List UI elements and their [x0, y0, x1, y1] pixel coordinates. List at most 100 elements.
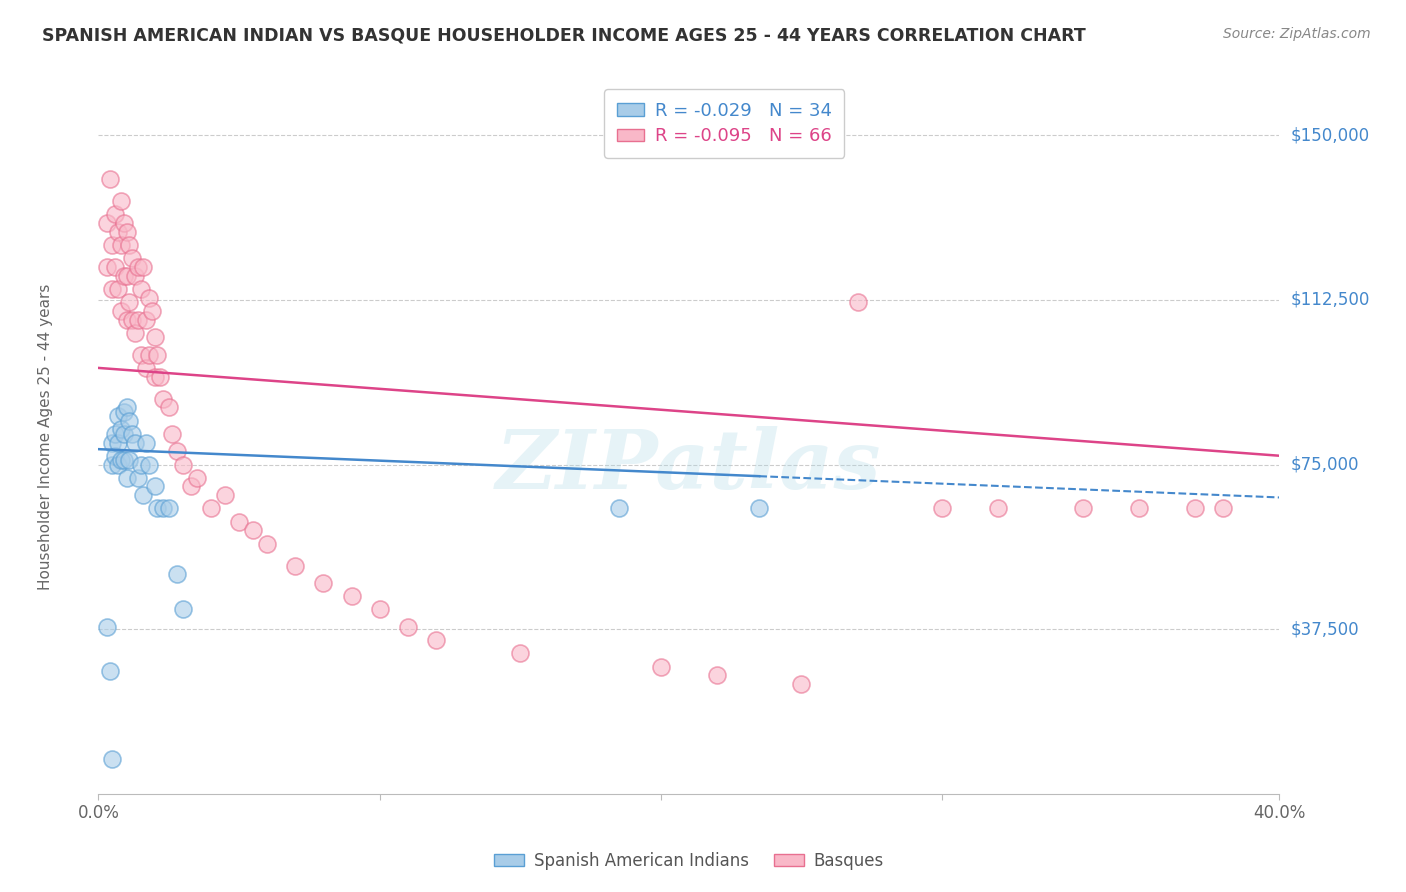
Point — [152, 392, 174, 406]
Point — [172, 458, 194, 472]
Point — [110, 194, 132, 208]
Point — [124, 326, 146, 340]
Point — [1128, 501, 1150, 516]
Text: Source: ZipAtlas.com: Source: ZipAtlas.com — [1223, 27, 1371, 41]
Text: SPANISH AMERICAN INDIAN VS BASQUE HOUSEHOLDER INCOME AGES 25 - 44 YEARS CORRELAT: SPANISH AMERICAN INDIAN VS BASQUE HOUSEH… — [42, 27, 1085, 45]
Point — [112, 216, 135, 230]
Point — [132, 488, 155, 502]
Point — [650, 659, 672, 673]
Point — [340, 589, 363, 603]
Point — [129, 458, 152, 472]
Point — [101, 238, 124, 252]
Point — [146, 348, 169, 362]
Point — [425, 633, 447, 648]
Point — [118, 295, 141, 310]
Point — [1184, 501, 1206, 516]
Point — [127, 471, 149, 485]
Point — [96, 620, 118, 634]
Point — [138, 348, 160, 362]
Text: ZIPatlas: ZIPatlas — [496, 425, 882, 506]
Text: $150,000: $150,000 — [1291, 126, 1369, 145]
Point — [121, 251, 143, 265]
Point — [135, 360, 157, 375]
Point — [1071, 501, 1094, 516]
Point — [107, 435, 129, 450]
Point — [107, 225, 129, 239]
Text: Householder Income Ages 25 - 44 years: Householder Income Ages 25 - 44 years — [38, 284, 53, 591]
Point — [104, 449, 127, 463]
Point — [124, 268, 146, 283]
Point — [112, 453, 135, 467]
Point — [790, 677, 813, 691]
Point — [146, 501, 169, 516]
Point — [127, 312, 149, 326]
Point — [396, 620, 419, 634]
Point — [157, 501, 180, 516]
Point — [110, 303, 132, 318]
Point — [931, 501, 953, 516]
Point — [101, 458, 124, 472]
Point — [748, 501, 770, 516]
Point — [157, 401, 180, 415]
Point — [200, 501, 222, 516]
Point — [115, 312, 138, 326]
Point — [987, 501, 1010, 516]
Point — [104, 426, 127, 441]
Point — [115, 471, 138, 485]
Point — [1212, 501, 1234, 516]
Point — [107, 282, 129, 296]
Point — [312, 576, 335, 591]
Text: $112,500: $112,500 — [1291, 291, 1369, 309]
Point — [118, 414, 141, 428]
Point — [124, 435, 146, 450]
Point — [101, 752, 124, 766]
Point — [104, 207, 127, 221]
Point — [110, 422, 132, 436]
Point — [115, 225, 138, 239]
Point — [118, 238, 141, 252]
Point — [607, 501, 630, 516]
Point — [186, 471, 208, 485]
Point — [160, 426, 183, 441]
Point — [284, 558, 307, 573]
Point — [180, 479, 202, 493]
Point — [98, 172, 121, 186]
Point — [166, 444, 188, 458]
Point — [135, 312, 157, 326]
Point — [172, 602, 194, 616]
Point — [101, 282, 124, 296]
Point — [112, 426, 135, 441]
Point — [107, 409, 129, 424]
Point — [118, 453, 141, 467]
Point — [149, 369, 172, 384]
Point — [368, 602, 391, 616]
Point — [98, 664, 121, 678]
Point — [141, 303, 163, 318]
Point — [256, 536, 278, 550]
Point — [129, 282, 152, 296]
Point — [135, 435, 157, 450]
Point — [143, 330, 166, 344]
Point — [846, 295, 869, 310]
Point — [96, 260, 118, 274]
Point — [143, 369, 166, 384]
Point — [96, 216, 118, 230]
Point — [107, 458, 129, 472]
Point — [112, 268, 135, 283]
Legend: Spanish American Indians, Basques: Spanish American Indians, Basques — [486, 845, 891, 876]
Point — [115, 268, 138, 283]
Point — [121, 426, 143, 441]
Point — [129, 348, 152, 362]
Point — [706, 668, 728, 682]
Point — [152, 501, 174, 516]
Point — [138, 291, 160, 305]
Point — [101, 435, 124, 450]
Point — [112, 405, 135, 419]
Point — [115, 401, 138, 415]
Point — [121, 312, 143, 326]
Point — [242, 524, 264, 538]
Point — [110, 238, 132, 252]
Point — [228, 515, 250, 529]
Point — [138, 458, 160, 472]
Point — [127, 260, 149, 274]
